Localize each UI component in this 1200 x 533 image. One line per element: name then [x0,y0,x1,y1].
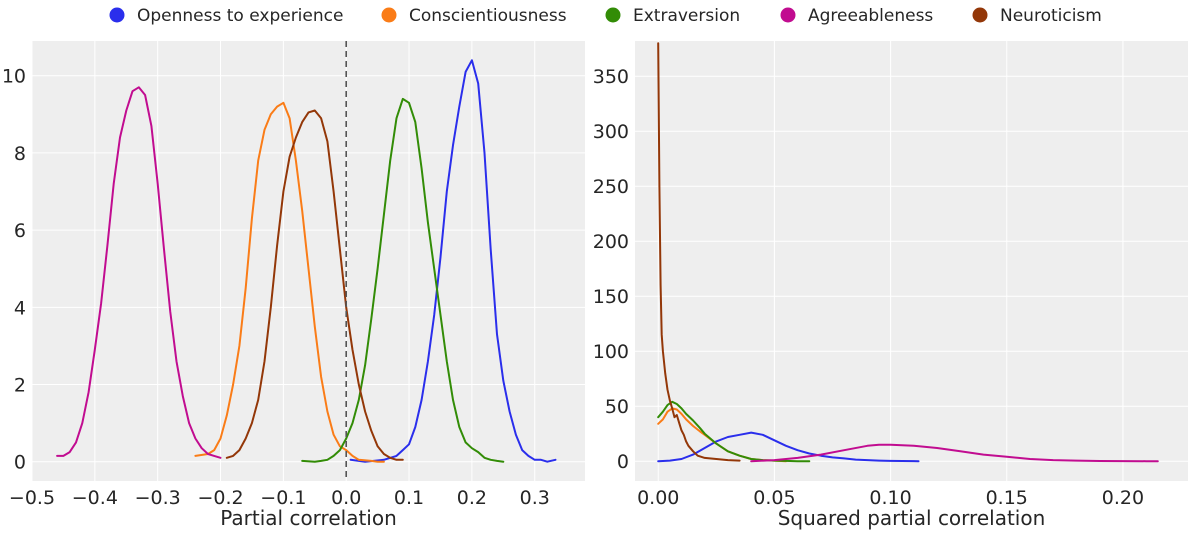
y-tick-label: 350 [593,66,629,88]
legend-marker [780,7,796,23]
x-tick-label: 0.0 [331,487,361,509]
y-tick-label: 4 [14,297,26,319]
y-tick-label: 150 [593,286,629,308]
series-line-agreeableness [750,443,1159,463]
legend-marker [605,7,621,23]
x-tick-label: 0.15 [986,487,1028,509]
y-tick-label: 6 [14,220,26,242]
legend-item: Extraversion [605,6,740,26]
legend-label: Conscientiousness [409,6,567,26]
series-line-openness-to-experience [657,431,920,463]
series-line-extraversion [301,97,505,463]
y-tick-label: 2 [14,375,26,397]
y-tick-label: 0 [14,452,26,474]
legend-marker [109,7,125,23]
legend-marker [381,7,397,23]
y-tick-label: 250 [593,176,629,198]
legend-item: Agreeableness [780,6,933,26]
x-tick-label: −0.5 [9,487,55,509]
series-line-openness-to-experience [349,59,557,463]
x-tick-label: 0.10 [869,487,911,509]
legend-label: Neuroticism [1000,6,1102,26]
series-line-neuroticism [225,109,404,461]
y-tick-label: 0 [617,451,629,473]
right-panel-squared-partial-correlation: 0.00 0.05 0.10 0.15 0.20 0 50 100 150 200 250 300 35… [593,41,1188,530]
plot-background [635,41,1188,481]
x-axis-title: Partial correlation [220,506,397,530]
legend-marker [972,7,988,23]
legend-item: Conscientiousness [381,6,567,26]
y-tick-label: 10 [2,66,26,88]
series-line-conscientiousness [194,101,385,463]
legend-label: Agreeableness [808,6,933,26]
legend: Openness to experience Conscientiousness E… [109,6,1102,26]
x-tick-label: 0.1 [394,487,424,509]
x-tick-label: 0.05 [753,487,795,509]
x-axis-title: Squared partial correlation [778,506,1046,530]
x-tick-label: 0.3 [520,487,550,509]
y-tick-label: 8 [14,143,26,165]
legend-label: Extraversion [633,6,740,26]
legend-label: Openness to experience [137,6,343,26]
left-panel-partial-correlation: −0.5 −0.4 −0.3 −0.2 −0.1 0.0 0.1 0.2 0.3 0 2 4 6 8 10 P… [2,41,585,530]
legend-item: Neuroticism [972,6,1102,26]
x-tick-label: −0.3 [135,487,181,509]
x-tick-label: −0.1 [260,487,306,509]
y-tick-label: 200 [593,231,629,253]
x-tick-label: 0.00 [637,487,679,509]
y-tick-label: 50 [605,396,629,418]
x-tick-label: 0.20 [1102,487,1144,509]
series-line-agreeableness [56,86,222,459]
series-line-neuroticism [657,42,741,462]
y-tick-label: 300 [593,121,629,143]
x-tick-label: 0.2 [457,487,487,509]
x-tick-label: −0.2 [197,487,243,509]
x-tick-label: −0.4 [72,487,118,509]
y-tick-label: 100 [593,341,629,363]
legend-item: Openness to experience [109,6,343,26]
